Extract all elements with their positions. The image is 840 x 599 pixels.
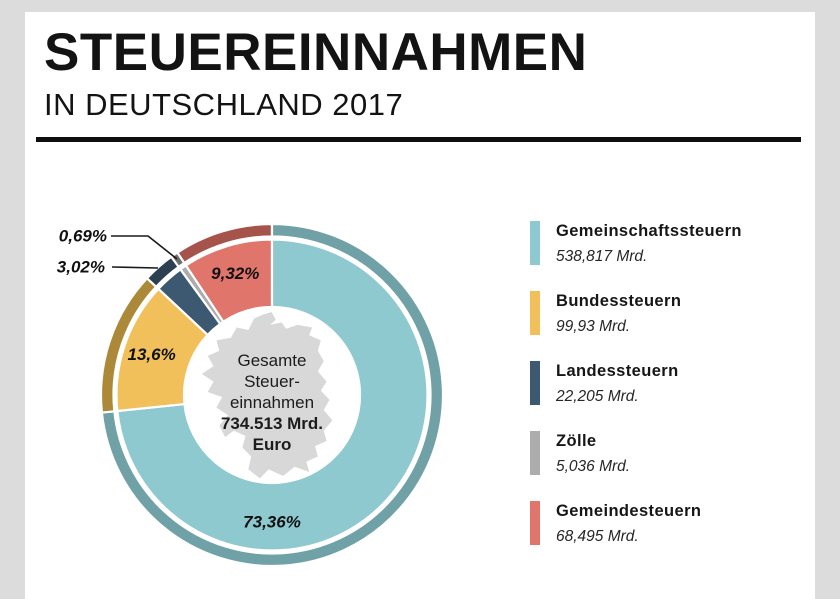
center-label-total: 734.513 Mrd.	[220, 414, 324, 433]
center-label-line: einnahmen	[229, 393, 315, 412]
legend-label: Gemeinschaftssteuern	[556, 222, 742, 240]
pie-segment-0	[116, 238, 429, 552]
legend-label: Bundessteuern	[556, 292, 682, 310]
legend-value: 99,93 Mrd.	[556, 318, 631, 335]
donut-center-label: Gesamte Steuer- einnahmen 734.513 Mrd. E…	[182, 350, 362, 455]
pie-percent-label-4: 9,32%	[211, 264, 259, 283]
infographic-card: STEUEREINNAHMEN IN DEUTSCHLAND 2017 73,3…	[25, 12, 815, 599]
legend: Gemeinschaftssteuern 538,817 Mrd. Bundes…	[530, 221, 742, 571]
legend-swatch-gemeindesteuern	[530, 501, 540, 545]
legend-item-gemeindesteuern: Gemeindesteuern 68,495 Mrd.	[530, 501, 742, 545]
legend-label: Gemeindesteuern	[556, 502, 702, 520]
pie-percent-label-1: 13,6%	[128, 345, 176, 364]
legend-swatch-landessteuern	[530, 361, 540, 405]
legend-label: Landessteuern	[556, 362, 679, 380]
legend-value: 68,495 Mrd.	[556, 528, 639, 545]
legend-item-landessteuern: Landessteuern 22,205 Mrd.	[530, 361, 742, 405]
legend-value: 5,036 Mrd.	[556, 458, 631, 475]
germany-map-silhouette	[201, 312, 333, 479]
center-label-line: Gesamte	[237, 351, 307, 370]
legend-text: Gemeindesteuern 68,495 Mrd.	[556, 501, 701, 546]
center-label-total-unit: Euro	[252, 435, 292, 454]
legend-item-zoelle: Zölle 5,036 Mrd.	[530, 431, 742, 475]
legend-text: Landessteuern 22,205 Mrd.	[556, 361, 679, 406]
legend-item-gemeinschaftssteuern: Gemeinschaftssteuern 538,817 Mrd.	[530, 221, 742, 265]
pie-callout-line-3	[111, 235, 178, 260]
page-subtitle: IN DEUTSCHLAND 2017	[44, 87, 404, 122]
legend-label: Zölle	[556, 432, 597, 450]
pie-percent-label-3: 0,69%	[59, 227, 107, 246]
donut-chart: 73,36% 13,6% 3,02% 0,69% 9,32%	[57, 222, 445, 568]
legend-swatch-gemeinschaftssteuern	[530, 221, 540, 265]
pie-callout-line-2	[111, 266, 159, 269]
legend-value: 538,817 Mrd.	[556, 248, 648, 265]
legend-item-bundessteuern: Bundessteuern 99,93 Mrd.	[530, 291, 742, 335]
pie-segment-4	[184, 238, 274, 323]
title-divider	[36, 137, 801, 142]
legend-value: 22,205 Mrd.	[556, 388, 639, 405]
legend-swatch-bundessteuern	[530, 291, 540, 335]
legend-text: Zölle 5,036 Mrd.	[556, 431, 630, 476]
page-title: STEUEREINNAHMEN	[44, 23, 588, 82]
pie-ring-segment-4	[176, 222, 273, 265]
pie-percent-label-2: 3,02%	[57, 258, 105, 277]
legend-text: Gemeinschaftssteuern 538,817 Mrd.	[556, 221, 742, 266]
legend-swatch-zoelle	[530, 431, 540, 475]
legend-text: Bundessteuern 99,93 Mrd.	[556, 291, 681, 336]
pie-percent-label-0: 73,36%	[243, 513, 301, 532]
center-label-line: Steuer-	[244, 372, 300, 391]
